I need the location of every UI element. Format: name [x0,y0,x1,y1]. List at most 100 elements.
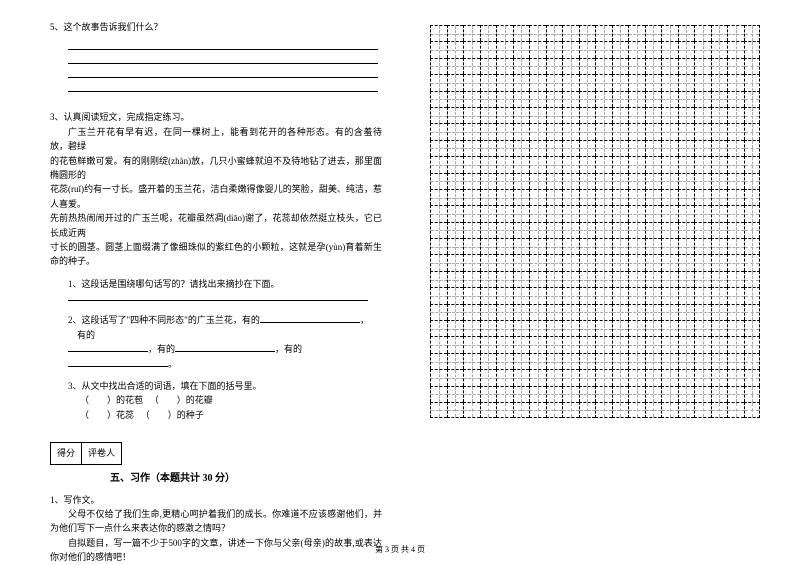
grid-cell[interactable] [694,287,711,303]
grid-cell[interactable] [612,369,629,385]
grid-cell[interactable] [612,254,629,270]
grid-cell[interactable] [496,107,513,123]
grid-cell[interactable] [480,173,497,189]
grid-cell[interactable] [612,156,629,172]
grid-cell[interactable] [430,304,447,320]
grid-cell[interactable] [727,336,744,352]
grid-cell[interactable] [694,140,711,156]
answer-line[interactable] [68,52,378,64]
grid-cell[interactable] [529,304,546,320]
grid-cell[interactable] [546,353,563,369]
grid-cell[interactable] [562,369,579,385]
grid-cell[interactable] [744,107,761,123]
grid-cell[interactable] [612,140,629,156]
grid-cell[interactable] [645,254,662,270]
grid-cell[interactable] [694,123,711,139]
grid-cell[interactable] [430,353,447,369]
grid-cell[interactable] [529,336,546,352]
grid-cell[interactable] [612,25,629,41]
grid-cell[interactable] [661,91,678,107]
grid-cell[interactable] [595,254,612,270]
grid-cell[interactable] [562,287,579,303]
writing-grid[interactable] [430,25,760,420]
grid-cell[interactable] [595,156,612,172]
grid-cell[interactable] [595,91,612,107]
grid-cell[interactable] [496,91,513,107]
grid-cell[interactable] [579,58,596,74]
grid-cell[interactable] [645,402,662,418]
grid-cell[interactable] [694,320,711,336]
grid-cell[interactable] [562,205,579,221]
grid-cell[interactable] [447,271,464,287]
grid-cell[interactable] [612,304,629,320]
grid-cell[interactable] [628,189,645,205]
grid-cell[interactable] [711,91,728,107]
grid-cell[interactable] [661,287,678,303]
grid-cell[interactable] [727,156,744,172]
bracket-item[interactable]: （ ）的花苞 [80,395,143,405]
grid-cell[interactable] [546,287,563,303]
grid-cell[interactable] [496,74,513,90]
grid-cell[interactable] [546,41,563,57]
grid-cell[interactable] [480,271,497,287]
grid-cell[interactable] [678,369,695,385]
grid-cell[interactable] [694,238,711,254]
grid-cell[interactable] [595,189,612,205]
grid-cell[interactable] [645,41,662,57]
grid-cell[interactable] [744,189,761,205]
grid-cell[interactable] [661,254,678,270]
grid-cell[interactable] [727,25,744,41]
grid-cell[interactable] [612,386,629,402]
grid-cell[interactable] [529,173,546,189]
grid-cell[interactable] [546,156,563,172]
bracket-item[interactable]: （ ）的花瓣 [150,395,213,405]
grid-cell[interactable] [496,386,513,402]
grid-cell[interactable] [546,74,563,90]
grid-cell[interactable] [480,123,497,139]
grid-cell[interactable] [661,271,678,287]
grid-cell[interactable] [645,205,662,221]
grid-cell[interactable] [678,91,695,107]
grid-cell[interactable] [513,304,530,320]
grid-cell[interactable] [711,238,728,254]
grid-cell[interactable] [496,353,513,369]
grid-cell[interactable] [463,402,480,418]
grid-cell[interactable] [463,304,480,320]
grid-cell[interactable] [678,156,695,172]
grid-cell[interactable] [645,58,662,74]
grid-cell[interactable] [447,369,464,385]
grid-cell[interactable] [513,123,530,139]
grid-cell[interactable] [496,58,513,74]
grid-cell[interactable] [711,386,728,402]
grid-cell[interactable] [480,156,497,172]
grid-cell[interactable] [480,58,497,74]
grid-cell[interactable] [546,402,563,418]
grid-cell[interactable] [496,402,513,418]
grid-cell[interactable] [529,189,546,205]
grid-cell[interactable] [447,41,464,57]
grid-cell[interactable] [513,353,530,369]
grid-cell[interactable] [628,74,645,90]
grid-cell[interactable] [546,304,563,320]
grid-cell[interactable] [430,386,447,402]
grid-cell[interactable] [661,173,678,189]
grid-cell[interactable] [562,107,579,123]
grid-cell[interactable] [480,91,497,107]
grid-cell[interactable] [513,156,530,172]
grid-cell[interactable] [727,353,744,369]
grid-cell[interactable] [513,205,530,221]
grid-cell[interactable] [711,189,728,205]
grid-cell[interactable] [579,304,596,320]
grid-cell[interactable] [744,205,761,221]
grid-cell[interactable] [645,222,662,238]
grid-cell[interactable] [678,123,695,139]
grid-cell[interactable] [463,287,480,303]
grid-cell[interactable] [661,304,678,320]
grid-cell[interactable] [694,74,711,90]
grid-cell[interactable] [579,369,596,385]
grid-cell[interactable] [480,41,497,57]
grid-cell[interactable] [711,353,728,369]
grid-cell[interactable] [463,320,480,336]
grid-cell[interactable] [546,58,563,74]
grid-cell[interactable] [595,58,612,74]
